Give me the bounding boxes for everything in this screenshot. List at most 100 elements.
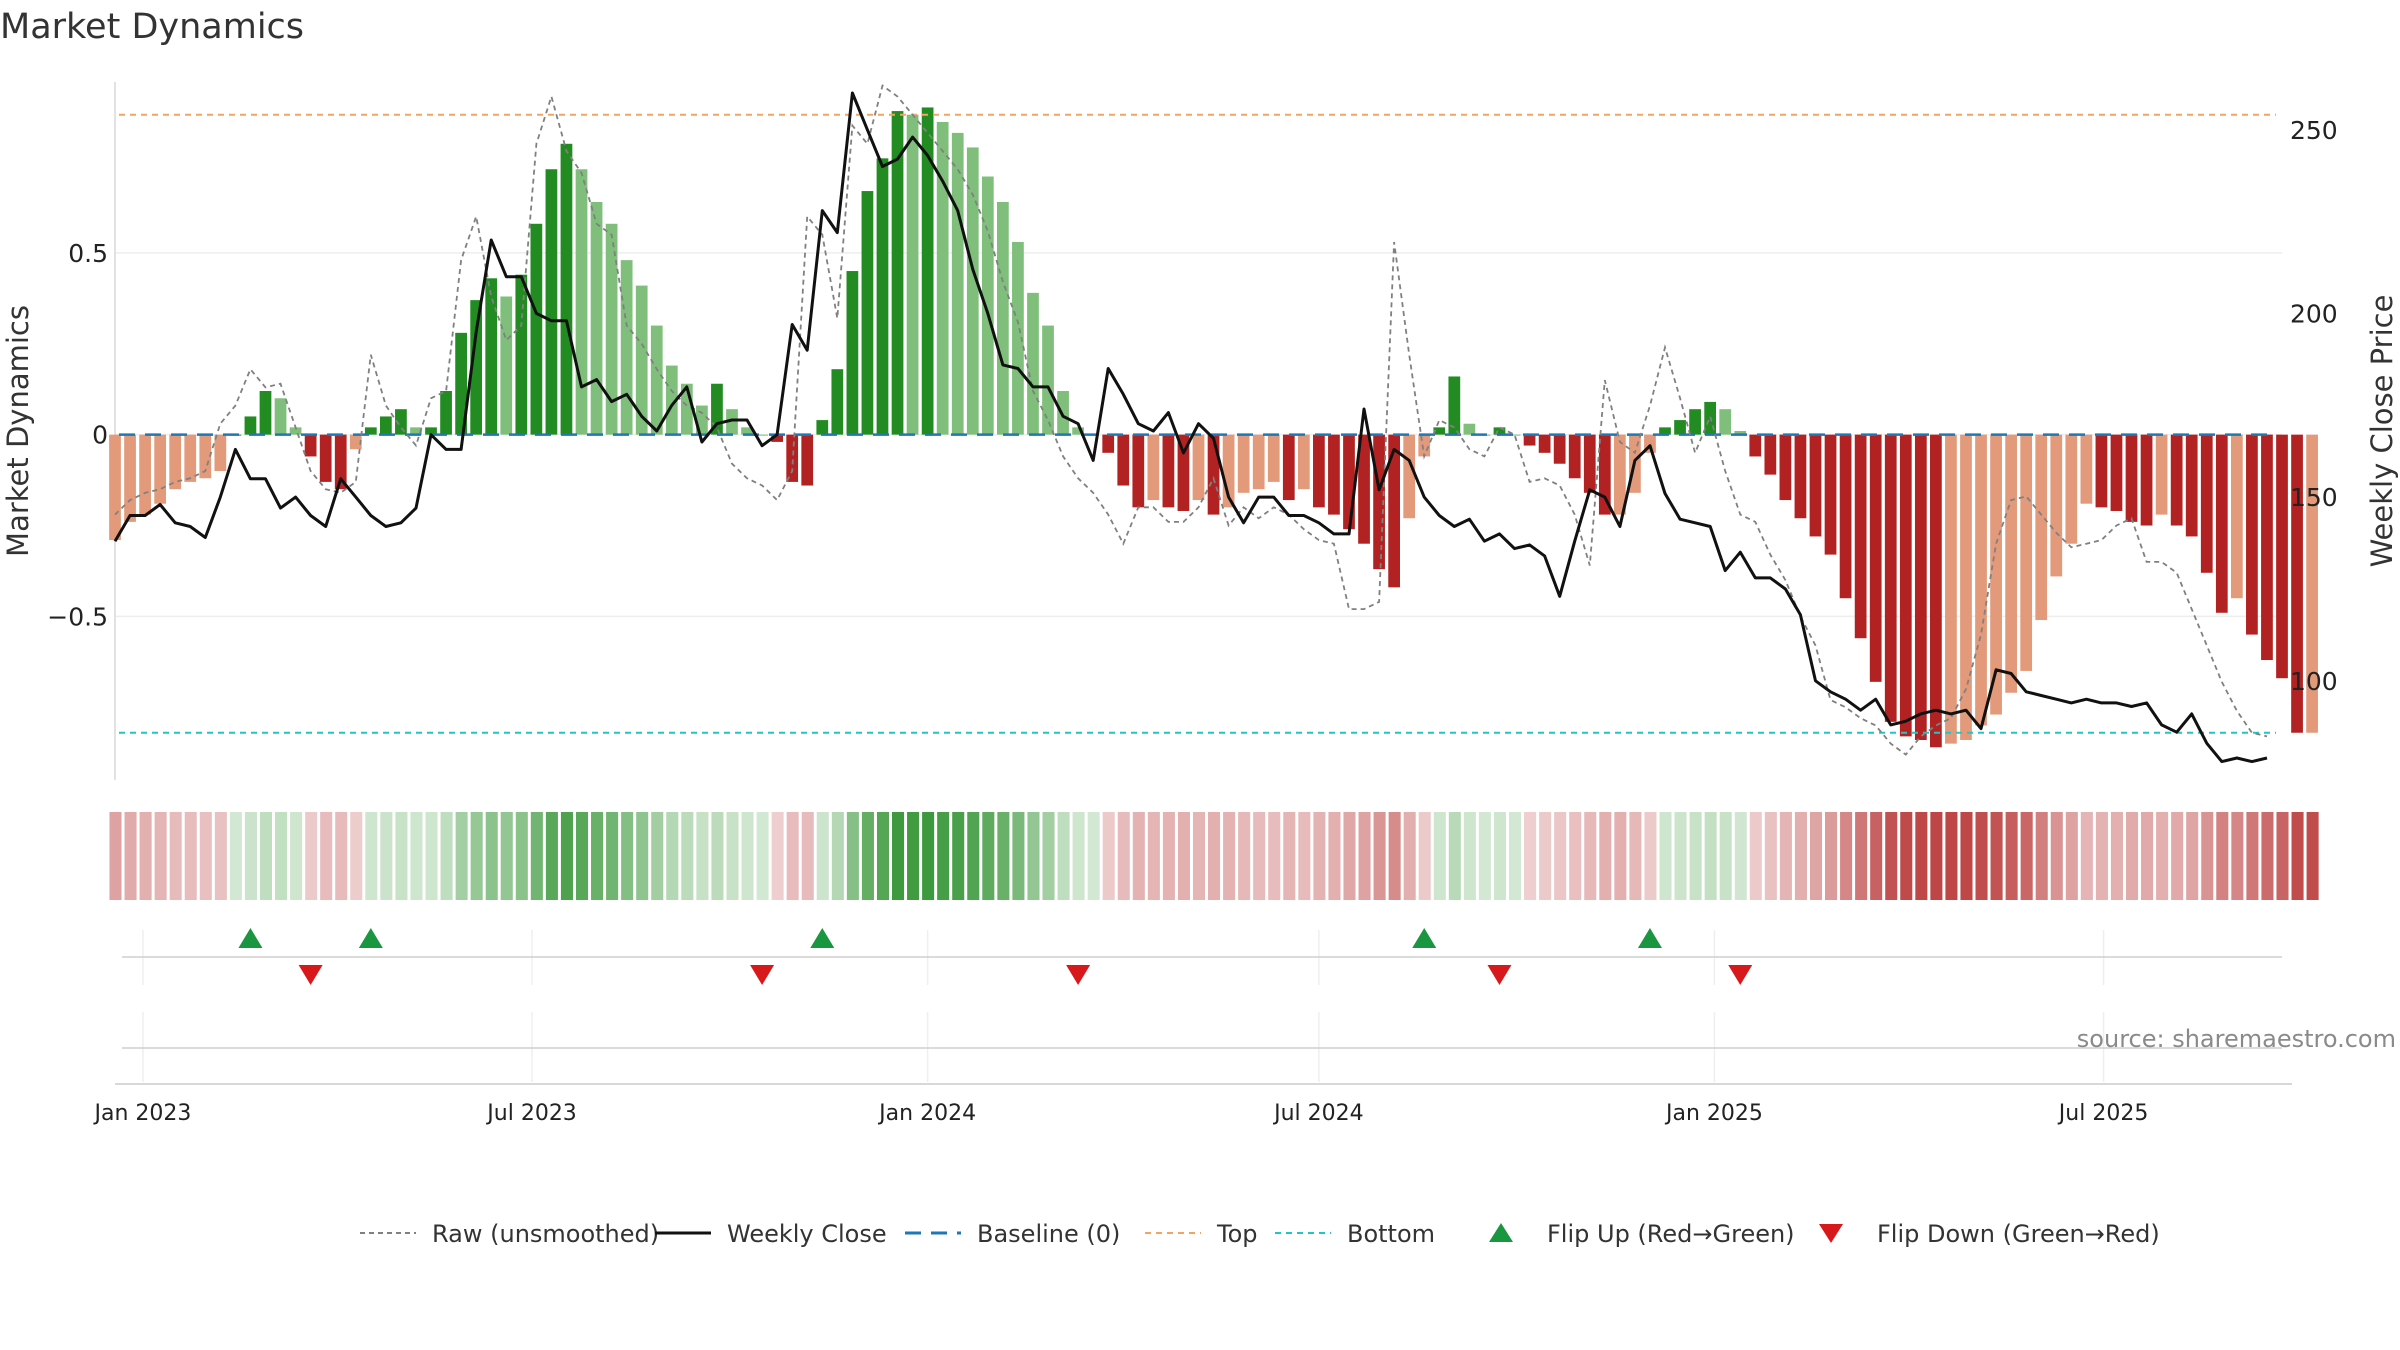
heat-cell [259,812,273,900]
dynamics-bar [2170,434,2183,526]
heat-cell [2306,812,2319,900]
heat-cell [876,812,890,900]
raw-series-line [114,84,2268,756]
dynamics-bar [2035,434,2048,621]
legend-item-bottom: Bottom [1275,1220,1435,1248]
flip-down-marker [1487,965,1512,985]
dynamics-bar [1719,409,1732,435]
dynamics-bar [2110,434,2123,511]
dynamics-bar [1869,434,1882,682]
dynamics-bar [1403,434,1416,519]
heat-cell [1493,812,1506,900]
heat-cell [365,812,378,900]
dynamics-bar [2095,434,2108,508]
dynamics-bar [1538,434,1551,453]
heat-cell [801,812,814,900]
right-tick-label: 100 [2290,667,2338,696]
heat-cell [1825,812,1838,900]
left-tick-label: 0 [92,421,108,450]
dynamics-bar [154,434,167,504]
dynamics-bar [1297,434,1310,490]
dynamics-bar [545,169,558,435]
heat-cell [922,812,935,900]
dynamics-bar [1252,434,1265,490]
heat-cell [771,812,784,900]
heat-cell [907,812,920,900]
heat-cell [2276,812,2289,900]
dynamics-bar [334,434,347,490]
x-tick-label: Jan 2025 [1664,1101,1763,1126]
dynamics-bar [2020,434,2033,671]
dynamics-bar [1433,427,1446,435]
legend-label: Baseline (0) [977,1220,1120,1248]
dynamics-bar [1042,325,1054,435]
dynamics-bar [846,271,859,435]
dynamics-bar [1192,434,1205,501]
heat-cell [1809,812,1823,900]
heat-cell [756,812,769,900]
dynamics-bar [2291,434,2303,733]
heat-cell [410,812,423,900]
heat-cell [726,812,739,900]
dynamics-bar [214,434,227,471]
dynamics-bar [1960,434,1972,741]
flip-down-marker [1066,965,1091,985]
dynamics-bar [199,434,212,479]
left-axis-ticks: −0.5 0 0.5 [47,239,108,632]
heat-cell [1870,812,1883,900]
heat-cell [1794,812,1807,900]
legend-item-flip_up: Flip Up (Red→Green) [1489,1220,1795,1248]
heat-cell [1584,812,1597,900]
heat-cell [1719,812,1732,900]
dynamics-bar [1282,434,1295,501]
heat-cell [440,812,453,900]
heat-cell [214,812,227,900]
dynamics-bar [1945,434,1957,744]
dynamics-bar [1930,434,1942,748]
dynamics-bar [304,434,317,457]
heat-cell [500,812,513,900]
dynamics-bar [1674,420,1686,435]
heat-cell [2141,812,2154,900]
heat-cell [1764,812,1777,900]
heat-cell [1915,812,1928,900]
heat-cell [199,812,212,900]
legend-label: Top [1216,1220,1258,1248]
dynamics-bar [1448,376,1461,435]
heat-cell [651,812,664,900]
dynamics-bar [1749,434,1762,457]
heat-cell [1012,812,1025,900]
dynamics-bar [425,427,437,435]
dynamics-bar [921,107,934,435]
heat-cell [380,812,393,900]
dynamics-bar [861,191,874,435]
heat-cell [982,812,995,900]
dynamics-bar [455,332,467,435]
left-axis-label: Market Dynamics [1,305,35,557]
legend-swatch [1489,1223,1513,1242]
heat-cell [1042,812,1055,900]
heat-cell [1855,812,1868,900]
heat-cell [1358,812,1371,900]
dynamics-bar [1568,434,1581,479]
dynamics-bar [2246,434,2258,635]
dynamics-bar [1553,434,1566,464]
dynamics-bar [1975,434,1987,726]
dynamics-bar [485,278,498,435]
dynamics-bar [1147,434,1160,501]
dynamics-bar [1237,434,1250,493]
heat-cell [244,812,257,900]
dynamics-bar [1057,391,1069,435]
dynamics-bar [2200,434,2213,573]
heat-cell [515,812,528,900]
flip-markers [238,928,1753,985]
heat-cell [1629,812,1642,900]
dynamics-bar [1117,434,1130,486]
dynamics-bar [109,434,121,541]
heat-cell [1674,812,1687,900]
dynamics-bar [184,434,197,482]
dynamics-bar [1689,409,1701,435]
heat-cell [1162,812,1175,900]
dynamics-bar [139,434,151,515]
dynamics-bar [2050,434,2063,577]
